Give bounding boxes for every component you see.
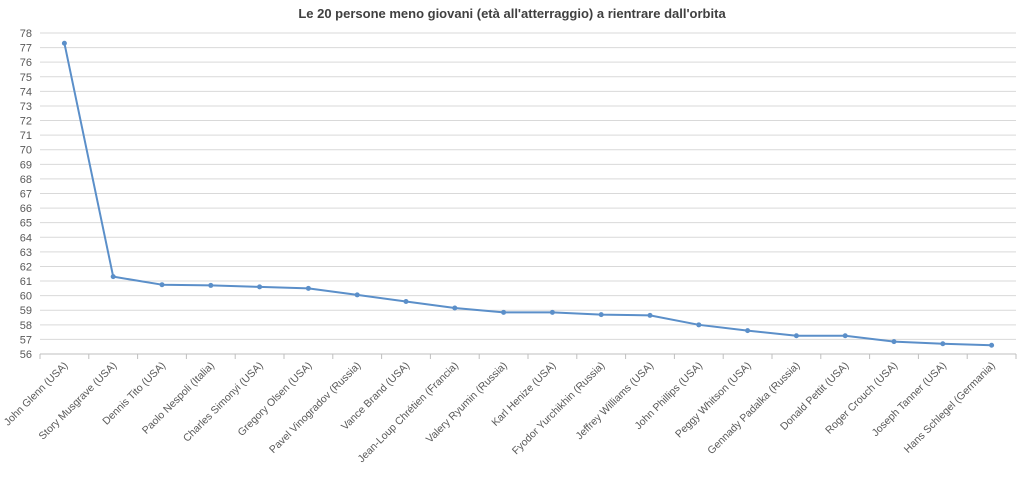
- data-point: [989, 342, 995, 348]
- y-tick-label: 67: [20, 189, 32, 201]
- data-point: [842, 333, 848, 339]
- y-tick-label: 61: [20, 276, 32, 288]
- series-layer: [61, 40, 995, 348]
- data-point: [647, 312, 653, 318]
- data-point: [257, 284, 263, 290]
- data-point: [598, 312, 604, 318]
- y-axis-ticks: 56 57 58 59 60 61 62 63 64 65 66 67 68 69 70 71 72 73 74 75…: [20, 28, 32, 361]
- y-tick-label: 69: [20, 159, 32, 171]
- data-point: [745, 328, 751, 334]
- data-point: [891, 339, 897, 345]
- data-point: [61, 40, 67, 46]
- y-tick-label: 77: [20, 43, 32, 55]
- x-tick-label: Charles Simonyi (USA): [181, 360, 266, 445]
- data-point: [501, 309, 507, 315]
- y-tick-label: 58: [20, 320, 32, 332]
- x-tick-label: Pavel Vinogradov (Russia): [267, 360, 363, 456]
- x-tick-label: Gennady Padalka (Russia): [705, 360, 802, 457]
- grid-layer: [40, 32, 1016, 355]
- y-tick-label: 78: [20, 28, 32, 40]
- y-tick-label: 70: [20, 145, 32, 157]
- y-tick-label: 65: [20, 218, 32, 230]
- y-tick-label: 72: [20, 116, 32, 128]
- x-axis-ticks: John Glenn (USA)Story Musgrave (USA)Denn…: [2, 354, 1017, 465]
- y-tick-label: 64: [20, 232, 32, 244]
- y-tick-label: 76: [20, 57, 32, 69]
- y-tick-label: 74: [20, 86, 32, 98]
- y-tick-label: 68: [20, 174, 32, 186]
- data-point: [110, 274, 116, 280]
- x-tick-label: Hans Schlegel (Germania): [902, 360, 998, 456]
- data-point: [549, 309, 555, 315]
- y-tick-label: 73: [20, 101, 32, 113]
- x-tick-label: Fyodor Yurchikhin (Russia): [510, 360, 607, 457]
- y-tick-label: 62: [20, 261, 32, 273]
- data-point: [208, 282, 214, 288]
- y-tick-label: 60: [20, 291, 32, 303]
- data-point: [403, 298, 409, 304]
- data-point: [354, 292, 360, 298]
- data-point: [159, 282, 165, 288]
- y-tick-label: 63: [20, 247, 32, 259]
- y-tick-label: 57: [20, 334, 32, 346]
- data-point: [452, 305, 458, 311]
- series-line: [63, 43, 992, 347]
- chart-title: Le 20 persone meno giovani (età all'atte…: [298, 6, 726, 21]
- y-tick-label: 71: [20, 130, 32, 142]
- y-tick-label: 75: [20, 72, 32, 84]
- x-tick-label: Jean-Loup Chrétien (Francia): [355, 360, 460, 465]
- data-point: [696, 322, 702, 328]
- x-tick-label: Valery Ryumin (Russia): [424, 360, 510, 446]
- data-point: [940, 341, 946, 347]
- data-point: [793, 333, 799, 339]
- y-tick-label: 66: [20, 203, 32, 215]
- data-point: [305, 285, 311, 291]
- y-tick-label: 59: [20, 305, 32, 317]
- y-tick-label: 56: [20, 349, 32, 361]
